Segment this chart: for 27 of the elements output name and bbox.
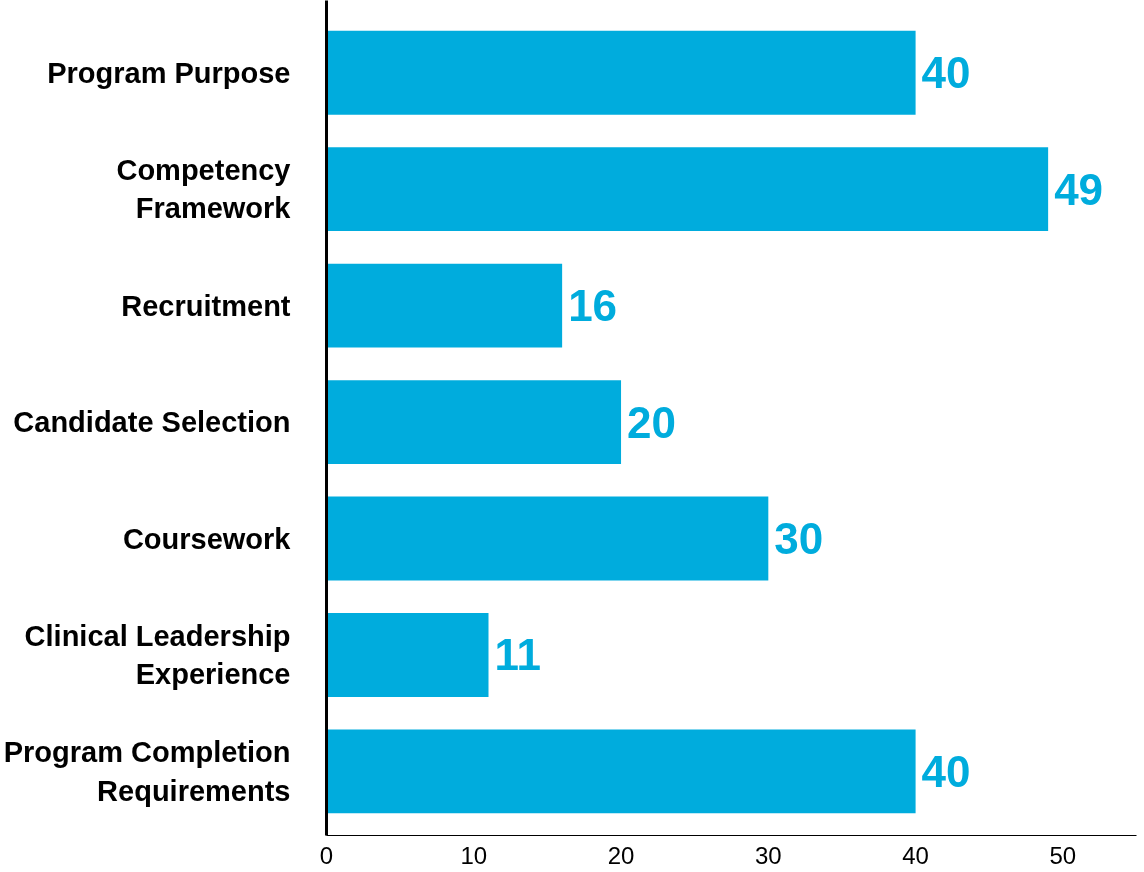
y-tick-label: Clinical Leadership Experience [24,619,291,691]
bar [326,30,916,115]
data-label: 40 [921,746,971,796]
x-tick-label: 0 [319,841,334,869]
data-label: 20 [627,397,676,447]
x-tick-label: 50 [1049,841,1077,869]
y-tick-label: Coursework [122,522,292,555]
x-tick-label: 30 [754,841,782,869]
x-tick-label: 20 [607,841,635,869]
bar [326,613,489,697]
data-label: 49 [1054,164,1104,214]
y-tick-label: Competency Framework [116,153,292,225]
bar [326,496,769,581]
y-tick-label: Candidate Selection [13,406,291,439]
data-label: 40 [921,48,971,98]
data-label: 11 [494,630,542,680]
y-tick-label: Recruitment [121,289,291,322]
data-label: 16 [568,281,618,331]
bar [326,147,1049,232]
y-tick-label: Program Completion Requirements [3,736,291,807]
bar [326,263,563,348]
bar [326,380,622,464]
bar [326,729,916,814]
x-tick-label: 10 [460,841,488,869]
y-tick-label: Program Purpose [47,56,291,89]
data-label: 30 [774,514,824,564]
x-tick-label: 40 [902,841,929,869]
